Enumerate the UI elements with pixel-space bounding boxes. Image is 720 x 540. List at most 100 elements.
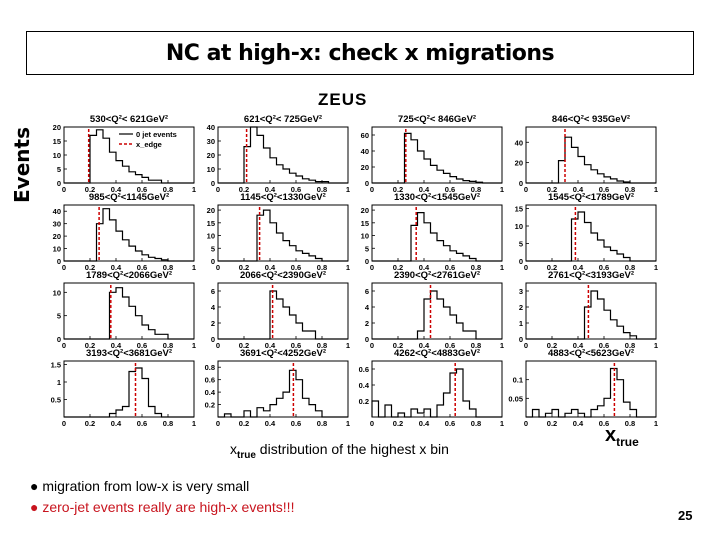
x-tick-label: 1 [346,263,350,272]
x-tick-label: 0.2 [85,341,95,350]
y-tick-label: 10 [515,222,523,231]
histogram-bars [218,126,348,184]
x-tick-label: 0.6 [291,341,301,350]
histogram-bars [218,209,348,262]
x-tick-label: 0.2 [547,419,557,428]
x-tick-label: 0.2 [239,341,249,350]
y-tick-label: 40 [515,138,523,147]
y-tick-label: 20 [515,159,523,168]
y-tick-label: 1 [57,378,61,387]
x-tick-label: 0.8 [625,341,635,350]
y-tick-label: 0 [365,335,369,344]
x-tick-label: 0 [524,419,528,428]
x-tick-label: 0.4 [573,341,584,350]
histogram-panel-4: 846<Q²< 935GeV² 0 20 40 0 0.2 0.4 0.6 0.8 1 [515,114,658,194]
x-tick-label: 1 [192,263,196,272]
x-tick-label: 0 [62,419,66,428]
x-true-axis-label: xtrue [605,424,639,449]
y-tick-label: 4 [365,303,370,312]
x-tick-label: 0.2 [547,341,557,350]
y-tick-label: 20 [361,206,369,215]
title-box: NC at high-x: check x migrations [26,31,694,75]
y-tick-label: 0 [365,179,369,188]
y-tick-label: 0.1 [513,376,523,385]
y-tick-label: 6 [211,287,215,296]
panel-q2-label: 1330<Q²<1545GeV² [394,192,480,203]
y-tick-label: 4 [211,303,216,312]
x-tick-label: 1 [654,419,658,428]
y-tick-label: 1 [519,319,523,328]
histogram-panel-15: 4262<Q²<4883GeV² 0.2 0.4 0.6 0 0.2 0.4 0.6 0.8 1 [359,348,505,428]
bullet-migration: ● migration from low-x is very small [30,478,250,494]
x-tick-label: 1 [654,185,658,194]
panel-frame [63,282,195,340]
y-tick-label: 10 [53,151,61,160]
y-tick-label: 0.5 [51,396,61,405]
x-tick-label: 1 [346,185,350,194]
x-tick-label: 1 [346,419,350,428]
x-tick-label: 0.6 [599,263,609,272]
x-tick-label: 0 [216,263,220,272]
x-tick-label: 1 [500,419,504,428]
histogram-panel-8: 1545<Q²<1789GeV² 0 5 10 15 0 0.2 0.4 0.6 0.8 1 [515,192,658,272]
y-tick-label: 20 [53,123,61,132]
panel-frame [525,282,657,340]
x-tick-label: 0.8 [163,263,173,272]
x-tick-label: 0.8 [471,185,481,194]
histogram-bars [64,129,194,184]
x-tick-label: 1 [500,263,504,272]
panel-q2-label: 2390<Q²<2761GeV² [394,270,480,281]
y-tick-label: 10 [53,245,61,254]
bullet-zero-jet: ● zero-jet events really are high-x even… [30,499,295,515]
histogram-bars [64,287,194,340]
y-tick-label: 15 [53,137,61,146]
x-tick-label: 0.4 [265,341,276,350]
y-tick-label: 20 [361,163,369,172]
panel-frame [525,360,657,418]
x-tick-label: 1 [500,341,504,350]
y-tick-label: 0 [211,179,215,188]
x-tick-label: 0.8 [625,185,635,194]
x-tick-label: 0.6 [137,341,147,350]
y-tick-label: 15 [207,219,215,228]
panel-q2-label: 3691<Q²<4252GeV² [240,348,326,359]
x-tick-label: 0.2 [239,185,249,194]
panel-frame [371,204,503,262]
y-tick-label: 15 [515,205,523,214]
y-tick-label: 0 [211,257,215,266]
x-tick-label: 0 [62,263,66,272]
y-tick-label: 20 [207,151,215,160]
panel-q2-label: 2761<Q²<3193GeV² [548,270,634,281]
x-tick-label: 0.6 [445,263,455,272]
x-tick-label: 1 [654,263,658,272]
x-tick-label: 0.6 [291,185,301,194]
histogram-panel-13: 3193<Q²<3681GeV² 0.5 1 1.5 0 0.2 0.4 0.6 0.8 1 [51,348,197,428]
y-tick-label: 0.4 [359,381,370,390]
x-tick-label: 0 [524,185,528,194]
x-true-sub: true [616,435,639,449]
x-tick-label: 0.2 [85,185,95,194]
panel-q2-label: 3193<Q²<3681GeV² [86,348,172,359]
panel-frame [63,360,195,418]
y-tick-label: 0.2 [205,401,215,410]
x-tick-label: 0.2 [393,341,403,350]
histogram-bars [218,290,348,340]
y-tick-label: 1.5 [51,361,61,370]
x-tick-label: 0.4 [111,263,122,272]
panel-frame [371,282,503,340]
y-tick-label: 0.4 [205,388,216,397]
y-tick-label: 5 [211,244,215,253]
y-tick-label: 20 [53,232,61,241]
histogram-panel-1: 530<Q²< 621GeV² 0 5 10 15 20 0 0.2 0.4 0.6 0.8 1 0 j… [53,114,196,194]
histogram-panel-11: 2390<Q²<2761GeV² 0 2 4 6 0 0.2 0.4 0.6 0.8 1 [365,270,504,350]
x-tick-label: 0.8 [317,185,327,194]
x-tick-label: 0 [216,185,220,194]
y-tick-label: 10 [53,288,61,297]
histogram-bars [526,211,656,262]
panel-frame [217,126,349,184]
x-tick-label: 0.4 [573,185,584,194]
y-tick-label: 0 [57,257,61,266]
y-tick-label: 0.05 [508,394,523,403]
histogram-bars [526,290,656,340]
y-tick-label: 10 [207,165,215,174]
